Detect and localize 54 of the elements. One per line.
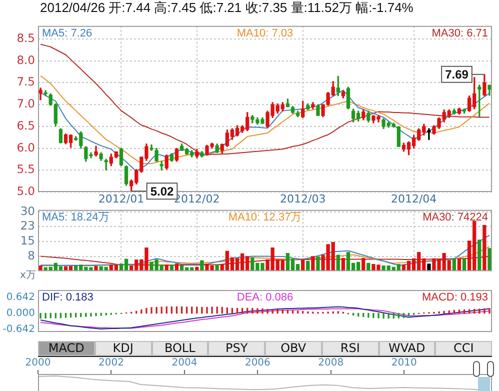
y-tick-label: 5.5 (16, 162, 35, 176)
series-label: DIF: 0.183 (42, 292, 94, 304)
x-tick-label: 2010 (391, 358, 417, 369)
bar (488, 248, 492, 272)
bar (482, 224, 486, 272)
text: MA10: 7.03 (236, 27, 294, 40)
y-tick-label: 7.5 (16, 74, 35, 89)
chart-title: 2012/04/26 开:7.44 高:7.45 低:7.21 收:7.35 量:11.52万 幅:-1.74% (40, 0, 414, 16)
text: MA30: 74224 (422, 211, 488, 224)
text: PSY (208, 341, 265, 356)
text: BOLL (152, 341, 208, 356)
text: MA30: 6.71 (432, 27, 488, 40)
text: CCI (435, 341, 492, 356)
y-tick-label: 6.5 (16, 118, 35, 132)
y-tick-label: -0.642 (2, 324, 35, 335)
x-tick-label: 2012/01 (98, 192, 144, 206)
y-tick-label: 5.0 (16, 184, 35, 198)
annotation: 5.02 (150, 184, 174, 198)
y-tick-label: 0.642 (6, 292, 35, 303)
bar (200, 260, 204, 272)
x-tick-label: 2012/02 (174, 192, 220, 206)
y-tick-label: 0.000 (6, 308, 35, 319)
y-tick-label: 30 (20, 204, 35, 218)
y-tick-label: 7.0 (16, 96, 35, 111)
x-tick-label: 2008 (318, 358, 344, 369)
bar (215, 264, 219, 272)
text: MA5: 7.26 (42, 27, 92, 40)
y-tick-label: 6.0 (16, 140, 35, 154)
series-label: DEA: 0.086 (236, 292, 294, 304)
x-tick-label: 2002 (98, 358, 124, 369)
text: MACD (38, 341, 95, 356)
text: MA10: 12.37万 (228, 211, 302, 224)
y-axis-title: x万 (20, 270, 36, 281)
y-tick-label: 23 (20, 218, 35, 233)
annotation: 7.69 (445, 68, 469, 82)
text: WVAD (378, 341, 436, 356)
bar (316, 256, 320, 272)
text: RSI (322, 341, 378, 356)
y-tick-label: 8 (28, 248, 35, 262)
text: OBV (265, 341, 322, 356)
text: MA5: 18.24万 (42, 211, 110, 224)
y-tick-label: 8.5 (16, 31, 35, 45)
text: KDJ (94, 341, 152, 356)
x-tick-label: 2004 (172, 358, 198, 369)
x-tick-label: 2012/04 (390, 192, 437, 206)
y-tick-label: 15 (20, 233, 35, 248)
bar (427, 264, 431, 272)
bar (478, 240, 482, 272)
x-tick-label: 2000 (25, 358, 51, 369)
series-label: MACD: 0.193 (422, 292, 488, 304)
x-tick-label: 2006 (244, 358, 270, 369)
x-tick-label: 2012/03 (280, 192, 326, 206)
y-tick-label: 8.0 (16, 52, 35, 67)
bar (311, 256, 315, 272)
